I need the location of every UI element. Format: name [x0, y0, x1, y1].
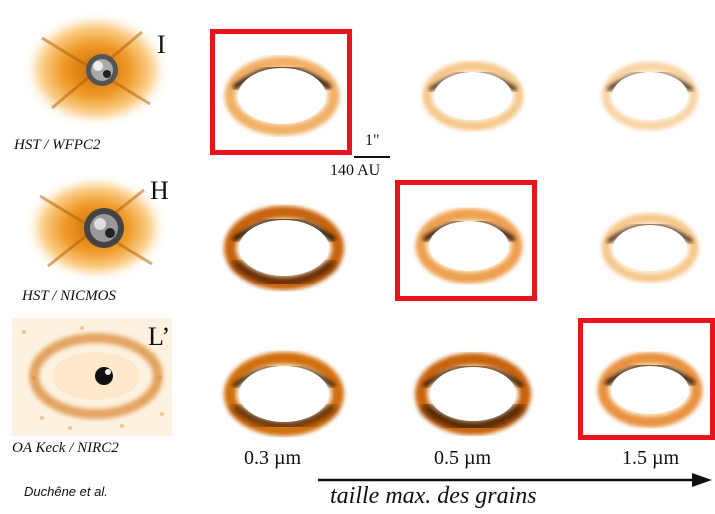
model-ring-h-15: [590, 190, 710, 298]
model-ring-h-03: [212, 180, 357, 305]
scale-bar-angle: 1": [365, 132, 380, 149]
band-label-l-prime: L’: [148, 322, 171, 351]
grain-size-axis-title: taille max. des grains: [330, 483, 537, 509]
best-fit-highlight-h: [395, 180, 537, 301]
grain-size-label-2: 0.5 µm: [434, 447, 492, 469]
observation-image-h: [12, 170, 172, 290]
instrument-caption-nicmos: HST / NICMOS: [22, 288, 116, 304]
instrument-caption-nirc2: OA Keck / NIRC2: [12, 440, 119, 456]
observation-image-l: [12, 318, 172, 436]
scale-bar-line: [354, 156, 390, 158]
best-fit-highlight-l: [578, 318, 715, 440]
instrument-caption-wfpc2: HST / WFPC2: [14, 137, 101, 153]
band-label-i: I: [157, 30, 166, 59]
best-fit-highlight-i: [210, 29, 352, 155]
grain-size-label-3: 1.5 µm: [622, 447, 680, 469]
band-label-h: H: [150, 176, 169, 205]
observation-image-i: [12, 8, 172, 138]
model-ring-i-15: [590, 36, 710, 146]
model-ring-h-05: [404, 186, 534, 298]
model-ring-l-15: [588, 330, 712, 442]
model-ring-l-03: [212, 330, 357, 448]
model-ring-i-03: [212, 30, 352, 150]
grain-size-arrow: [318, 473, 712, 487]
scale-bar-distance: 140 AU: [330, 162, 381, 179]
model-ring-i-05: [408, 36, 538, 146]
model-ring-l-05: [404, 330, 542, 448]
grain-size-label-1: 0.3 µm: [244, 447, 302, 469]
author-credit: Duchêne et al.: [24, 484, 108, 499]
